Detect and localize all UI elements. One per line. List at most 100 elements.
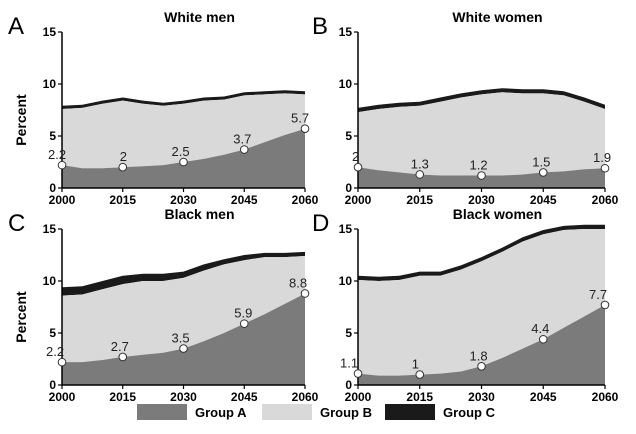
data-point xyxy=(415,170,425,179)
data-point xyxy=(239,145,249,154)
x-tick-label: 2045 xyxy=(231,193,258,207)
data-label: 2.2 xyxy=(48,147,66,162)
data-label: 1.9 xyxy=(593,150,611,165)
data-label: 1.2 xyxy=(470,158,488,173)
data-point xyxy=(118,352,128,362)
x-tick-label: 2000 xyxy=(49,390,76,404)
y-tick-label: 0 xyxy=(345,378,352,392)
x-tick-label: 2015 xyxy=(109,390,136,404)
y-tick-label: 0 xyxy=(49,181,56,195)
area-group-a xyxy=(62,293,305,385)
data-point xyxy=(600,300,610,310)
data-point xyxy=(538,168,548,177)
data-label: 1.3 xyxy=(411,156,429,171)
y-tick-label: 5 xyxy=(345,326,352,340)
legend-swatch-group-a xyxy=(137,404,187,420)
data-label: 2 xyxy=(352,149,359,164)
legend: Group A Group B Group C xyxy=(137,404,496,420)
x-tick-label: 2030 xyxy=(170,390,197,404)
data-point xyxy=(300,289,310,298)
y-tick-label: 0 xyxy=(49,378,56,392)
y-axis-label: Percent xyxy=(13,291,29,343)
panel-letter: C xyxy=(8,210,25,237)
data-label: 2.5 xyxy=(172,144,190,159)
legend-swatch-group-b xyxy=(262,404,312,420)
x-tick-label: 2015 xyxy=(406,193,433,207)
panel-a: 0 5 10 15 2000 2015 2030 2045 2060 2.2 2 2.5 3.7 5.7 W… xyxy=(8,9,319,207)
data-label: 2 xyxy=(120,149,127,164)
data-point xyxy=(57,160,67,170)
area-group-a xyxy=(62,128,305,188)
legend-label-group-a: Group A xyxy=(195,405,247,420)
data-point xyxy=(600,163,610,173)
data-point xyxy=(477,171,486,180)
x-tick-label: 2045 xyxy=(530,193,557,207)
data-point xyxy=(118,162,128,172)
data-label: 3.7 xyxy=(233,132,251,147)
data-label: 5.9 xyxy=(234,306,252,321)
x-tick-label: 2030 xyxy=(468,390,495,404)
data-point xyxy=(179,157,188,167)
data-point xyxy=(415,370,425,379)
area-group-c xyxy=(62,90,305,109)
x-tick-label: 2060 xyxy=(592,390,619,404)
legend-swatch-group-c xyxy=(385,404,435,420)
x-tick-label: 2060 xyxy=(292,390,319,404)
x-tick-label: 2000 xyxy=(345,193,372,207)
data-label: 1 xyxy=(412,357,419,372)
data-label: 1.8 xyxy=(470,348,488,363)
y-tick-label: 10 xyxy=(339,274,353,288)
y-tick-label: 15 xyxy=(43,222,57,236)
data-label: 1.5 xyxy=(532,154,550,169)
panel-title: White women xyxy=(452,9,542,25)
x-tick-label: 2045 xyxy=(231,390,258,404)
area-group-b xyxy=(62,256,305,363)
area-group-b xyxy=(358,92,605,176)
data-point xyxy=(353,162,363,172)
x-tick-label: 2045 xyxy=(530,390,557,404)
y-axis-label: Percent xyxy=(13,94,29,146)
panel-b: 0 5 10 15 2000 2015 2030 2045 2060 2 1.3 1.2 1.5 1.9 W… xyxy=(312,9,619,207)
area-group-a xyxy=(358,304,605,385)
data-label: 1.1 xyxy=(340,356,358,371)
data-point xyxy=(179,344,188,353)
data-point xyxy=(57,357,67,367)
x-tick-label: 2060 xyxy=(292,193,319,207)
area-group-c xyxy=(62,251,305,296)
data-label: 8.8 xyxy=(289,275,307,290)
x-tick-label: 2060 xyxy=(592,193,619,207)
panel-letter: A xyxy=(8,13,24,40)
x-tick-label: 2000 xyxy=(49,193,76,207)
data-label: 7.7 xyxy=(589,287,607,302)
x-tick-label: 2000 xyxy=(345,390,372,404)
x-tick-label: 2015 xyxy=(109,193,136,207)
y-tick-label: 5 xyxy=(49,326,56,340)
area-group-c xyxy=(358,88,605,113)
data-label: 3.5 xyxy=(172,331,190,346)
panel-title: Black women xyxy=(453,206,542,222)
panel-letter: D xyxy=(312,210,329,237)
legend-label-group-c: Group C xyxy=(443,405,496,420)
y-tick-label: 10 xyxy=(43,274,57,288)
x-tick-label: 2030 xyxy=(468,193,495,207)
data-label: 4.4 xyxy=(531,321,549,336)
data-label: 5.7 xyxy=(291,111,309,126)
y-tick-label: 5 xyxy=(49,129,56,143)
y-tick-label: 10 xyxy=(339,77,353,91)
data-label: 2.2 xyxy=(46,344,64,359)
data-label: 2.7 xyxy=(111,339,129,354)
y-tick-label: 5 xyxy=(345,129,352,143)
data-point xyxy=(477,361,486,371)
y-tick-label: 15 xyxy=(339,25,353,39)
y-tick-label: 10 xyxy=(43,77,57,91)
data-point xyxy=(538,334,548,344)
panel-title: Black men xyxy=(164,206,234,222)
y-tick-label: 0 xyxy=(345,181,352,195)
panel-title: White men xyxy=(164,9,235,25)
data-point xyxy=(300,124,310,134)
data-point xyxy=(239,319,249,328)
panel-d: 0 5 10 15 2000 2015 2030 2045 2060 1.1 1 1.8 4.4 7.7 B… xyxy=(312,206,619,404)
legend-label-group-b: Group B xyxy=(320,405,372,420)
